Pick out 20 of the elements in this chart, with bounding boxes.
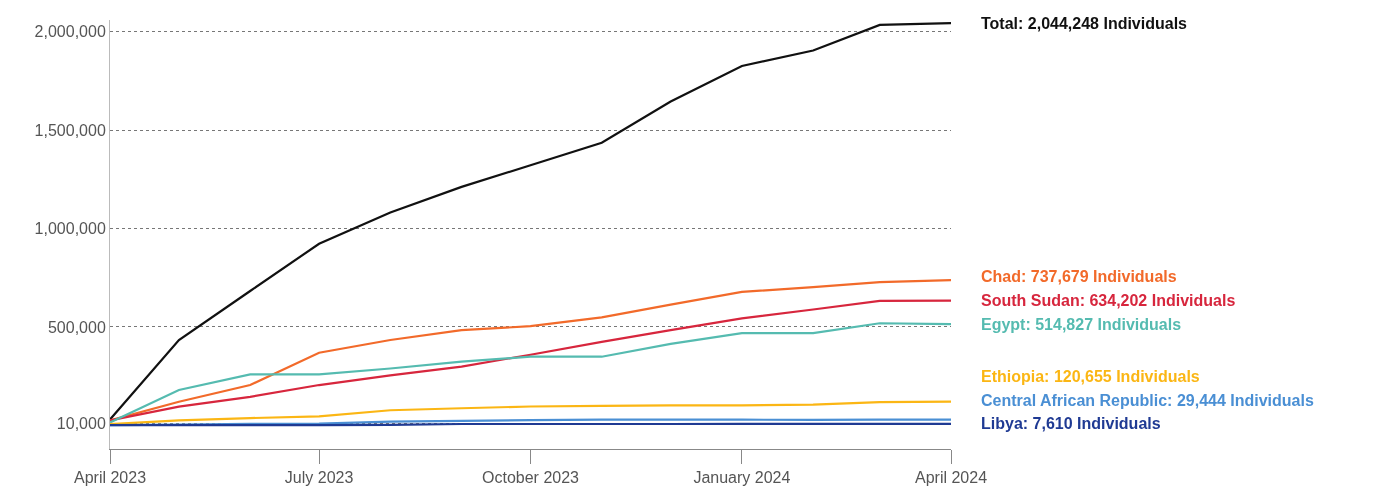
x-tick-label: January 2024 xyxy=(693,469,791,487)
series-label: Total: 2,044,248 Individuals xyxy=(981,15,1188,32)
series-label: South Sudan: 634,202 Individuals xyxy=(981,292,1236,309)
x-tick-label: July 2023 xyxy=(284,469,354,487)
line-series xyxy=(110,400,951,426)
series-label: Chad: 737,679 Individuals xyxy=(981,268,1177,285)
series-label: Central African Republic: 29,444 Individuals xyxy=(981,392,1314,409)
series-label: Libya: 7,610 Individuals xyxy=(981,415,1161,432)
x-tick-label: October 2023 xyxy=(482,469,580,487)
y-tick-label: 2,000,000 xyxy=(34,23,106,41)
y-tick-label: 10,000 xyxy=(56,415,106,433)
x-tick-label: April 2024 xyxy=(914,469,988,487)
x-tick-label: April 2023 xyxy=(73,469,147,487)
series-label: Egypt: 514,827 Individuals xyxy=(981,316,1182,333)
line-series xyxy=(110,322,951,424)
line-series xyxy=(110,22,951,421)
y-tick-label: 1,500,000 xyxy=(34,121,106,139)
text: Ethiopia: 120,655 Individuals xyxy=(981,368,1200,385)
y-tick-label: 1,000,000 xyxy=(34,220,106,238)
y-tick-label: 500,000 xyxy=(47,318,106,336)
